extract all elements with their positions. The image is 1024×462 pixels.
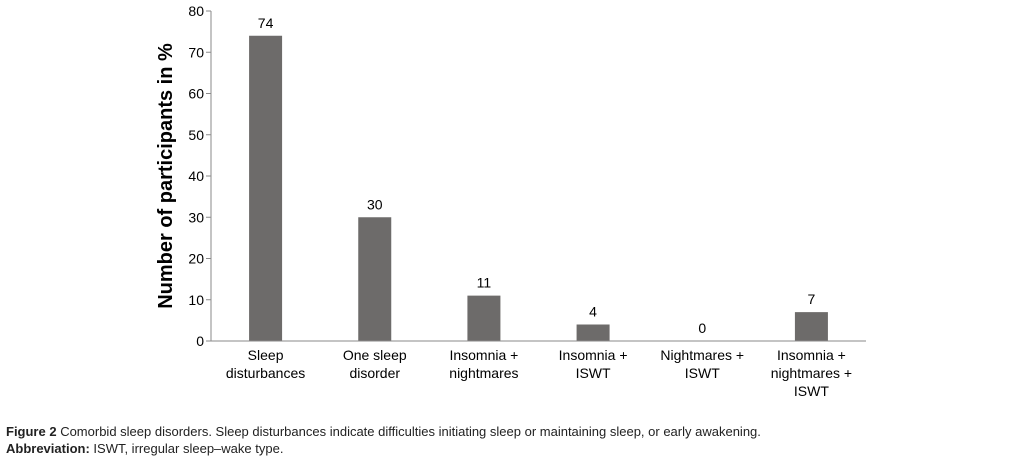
figure-caption: Figure 2 Comorbid sleep disorders. Sleep… — [6, 424, 761, 439]
value-labels-layer: 74 30 11 4 0 7 — [258, 15, 816, 336]
y-tick-label: 10 — [188, 292, 204, 308]
x-tick-label: ISWT — [794, 383, 829, 399]
y-tick-label: 40 — [188, 168, 204, 184]
axes-layer — [210, 11, 866, 342]
data-label: 0 — [698, 320, 706, 336]
x-tick-label: nightmares + — [771, 365, 852, 381]
bar — [249, 35, 283, 341]
x-tick-label: Insomnia + — [559, 347, 628, 363]
abbreviation-label: Abbreviation: — [6, 441, 90, 456]
bar — [576, 324, 610, 341]
figure-label: Figure 2 — [6, 424, 57, 439]
y-tick-label: 20 — [188, 251, 204, 267]
x-tick-label: Nightmares + — [660, 347, 744, 363]
x-tick-label: disorder — [349, 365, 400, 381]
y-tick-label: 70 — [188, 44, 204, 60]
x-labels-layer: Sleep disturbances One sleep disorder Insomn… — [226, 347, 852, 399]
y-tick-label: 30 — [188, 209, 204, 225]
x-tick-label: Sleep — [248, 347, 284, 363]
data-label: 7 — [808, 291, 816, 307]
data-label: 11 — [477, 275, 492, 291]
y-axis-title: Number of participants in % — [155, 43, 177, 309]
y-tick-label: 60 — [188, 86, 204, 102]
bars-layer — [249, 35, 828, 341]
bar — [358, 217, 392, 341]
bar — [467, 295, 501, 341]
x-tick-label: nightmares — [449, 365, 518, 381]
bar — [794, 312, 828, 341]
data-label: 74 — [258, 15, 274, 31]
figure-caption-text: Comorbid sleep disorders. Sleep disturba… — [56, 424, 761, 439]
x-tick-label: ISWT — [685, 365, 720, 381]
x-tick-label: ISWT — [576, 365, 611, 381]
y-ticks-layer: 0 10 20 30 40 50 60 70 80 — [188, 3, 211, 349]
y-tick-label: 0 — [196, 333, 204, 349]
x-tick-label: Insomnia + — [777, 347, 846, 363]
y-tick-label: 50 — [188, 127, 204, 143]
abbreviation-text: ISWT, irregular sleep–wake type. — [89, 441, 284, 456]
x-tick-label: One sleep — [343, 347, 407, 363]
x-tick-label: disturbances — [226, 365, 305, 381]
x-tick-label: Insomnia + — [449, 347, 518, 363]
data-label: 4 — [589, 304, 597, 320]
y-tick-label: 80 — [188, 3, 204, 19]
abbreviation-note: Abbreviation: ISWT, irregular sleep–wake… — [6, 441, 283, 456]
data-label: 30 — [367, 196, 383, 212]
